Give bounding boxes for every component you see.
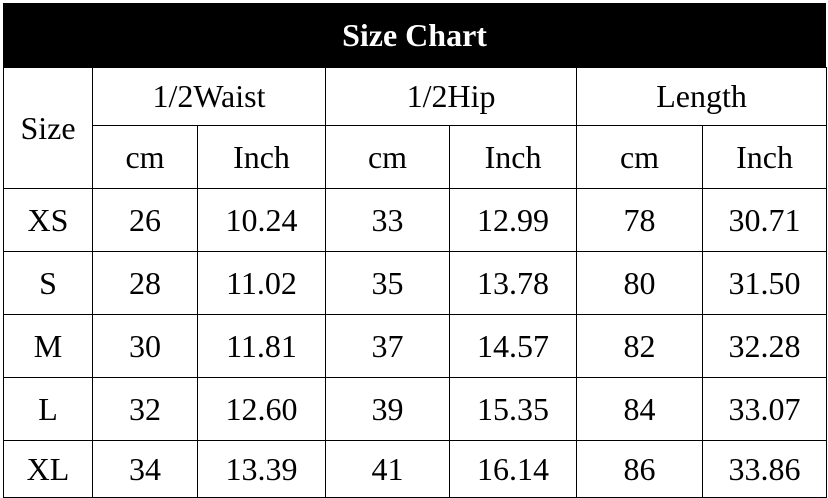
table-cell: 13.39 [197, 440, 326, 498]
table-cell: 37 [325, 314, 450, 378]
table-cell: 34 [92, 440, 198, 498]
header-unit: Inch [448, 125, 578, 189]
table-cell: 12.60 [197, 377, 326, 441]
table-cell: 31.50 [702, 251, 828, 315]
table-cell: 28 [92, 251, 198, 315]
table-cell: 12.99 [448, 188, 578, 252]
table-row: XL 34 13.39 41 16.14 86 33.86 [3, 440, 828, 498]
table-cell: 32 [92, 377, 198, 441]
table-cell: 33.07 [702, 377, 828, 441]
header-waist: 1/2Waist [92, 67, 326, 126]
table-cell: 86 [576, 440, 704, 498]
header-unit: Inch [702, 125, 828, 189]
size-label: XS [3, 188, 93, 252]
header-row-groups: Size 1/2Waist 1/2Hip Length [3, 67, 828, 189]
table-cell: 15.35 [448, 377, 578, 441]
size-table: Size 1/2Waist 1/2Hip Length cm Inch cm I… [3, 67, 828, 498]
header-unit: cm [576, 125, 704, 189]
table-cell: 32.28 [702, 314, 828, 378]
table-row: S 28 11.02 35 13.78 80 31.50 [3, 251, 828, 315]
table-cell: 82 [576, 314, 704, 378]
table-cell: 35 [325, 251, 450, 315]
table-cell: 80 [576, 251, 704, 315]
table-cell: 13.78 [448, 251, 578, 315]
table-row: XS 26 10.24 33 12.99 78 30.71 [3, 188, 828, 252]
table-cell: 78 [576, 188, 704, 252]
table-cell: 30 [92, 314, 198, 378]
table-cell: 10.24 [197, 188, 326, 252]
table-cell: 11.02 [197, 251, 326, 315]
size-label: S [3, 251, 93, 315]
table-cell: 26 [92, 188, 198, 252]
table-cell: 41 [325, 440, 450, 498]
header-unit: cm [92, 125, 198, 189]
table-cell: 16.14 [448, 440, 578, 498]
table-cell: 84 [576, 377, 704, 441]
size-label: M [3, 314, 93, 378]
chart-title: Size Chart [3, 3, 826, 67]
header-length: Length [576, 67, 828, 126]
header-hip: 1/2Hip [324, 67, 578, 126]
header-unit: cm [325, 125, 450, 189]
table-cell: 33 [325, 188, 450, 252]
table-cell: 14.57 [448, 314, 578, 378]
size-chart: Size Chart Size 1/2Waist 1/2Hip Length c… [3, 3, 828, 498]
header-row-units: cm Inch cm Inch cm Inch [4, 125, 828, 189]
table-cell: 30.71 [702, 188, 828, 252]
header-size: Size [3, 67, 93, 189]
size-label: XL [3, 440, 93, 498]
table-cell: 39 [325, 377, 450, 441]
table-row: M 30 11.81 37 14.57 82 32.28 [3, 314, 828, 378]
size-label: L [3, 377, 93, 441]
table-cell: 33.86 [702, 440, 828, 498]
header-unit: Inch [197, 125, 326, 189]
table-cell: 11.81 [197, 314, 326, 378]
table-row: L 32 12.60 39 15.35 84 33.07 [3, 377, 828, 441]
